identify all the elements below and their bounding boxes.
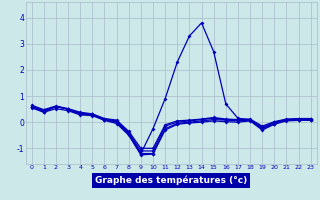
X-axis label: Graphe des températures (°c): Graphe des températures (°c): [95, 176, 247, 185]
